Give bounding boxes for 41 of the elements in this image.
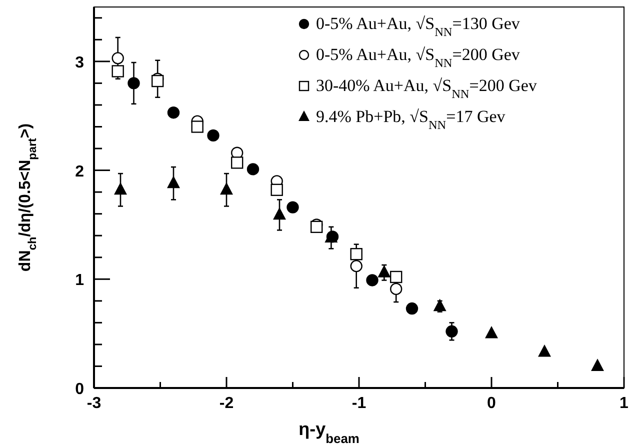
- point: [273, 208, 286, 220]
- point: [538, 345, 551, 357]
- point: [112, 52, 124, 64]
- point: [366, 274, 378, 286]
- point: [390, 282, 402, 296]
- x-axis-title: η-y$_{beam}$: [298, 419, 360, 445]
- point: [114, 182, 127, 195]
- x-tick-label: -2: [219, 395, 234, 412]
- legend-label: 30-40% Au+Au, √S$_{NN}$=200 Gev: [316, 76, 538, 101]
- point: [152, 74, 164, 88]
- point: [167, 176, 180, 188]
- point: [220, 182, 233, 195]
- y-tick-label: 2: [75, 163, 84, 180]
- point: [231, 156, 244, 169]
- x-tick-label: -1: [352, 395, 366, 412]
- y-tick-label: 1: [75, 272, 84, 290]
- point: [207, 129, 220, 142]
- point: [350, 260, 362, 272]
- legend-label: 9.4% Pb+Pb, √S$_{NN}$=17 Gev: [316, 107, 506, 132]
- x-tick-label: -3: [86, 395, 102, 412]
- point: [112, 65, 124, 78]
- point: [350, 248, 362, 260]
- point: [270, 184, 283, 196]
- legend-label: 0-5% Au+Au, √S$_{NN}$=200 Gev: [316, 45, 520, 70]
- point: [246, 163, 260, 176]
- point: [128, 77, 140, 90]
- point: [378, 266, 390, 278]
- y-tick-label: 3: [75, 54, 84, 72]
- point: [591, 359, 604, 371]
- point: [390, 270, 402, 284]
- x-tick-label: 0: [487, 395, 496, 412]
- point: [485, 326, 498, 338]
- y-tick-label: 0: [75, 381, 84, 398]
- point: [167, 106, 180, 119]
- legend-label: 0-5% Au+Au, √S$_{NN}$=130 Gev: [316, 14, 520, 39]
- point: [191, 120, 204, 133]
- point: [286, 201, 299, 214]
- point: [446, 325, 458, 338]
- point: [406, 302, 418, 315]
- x-tick-label: 1: [620, 395, 629, 412]
- point: [434, 299, 446, 312]
